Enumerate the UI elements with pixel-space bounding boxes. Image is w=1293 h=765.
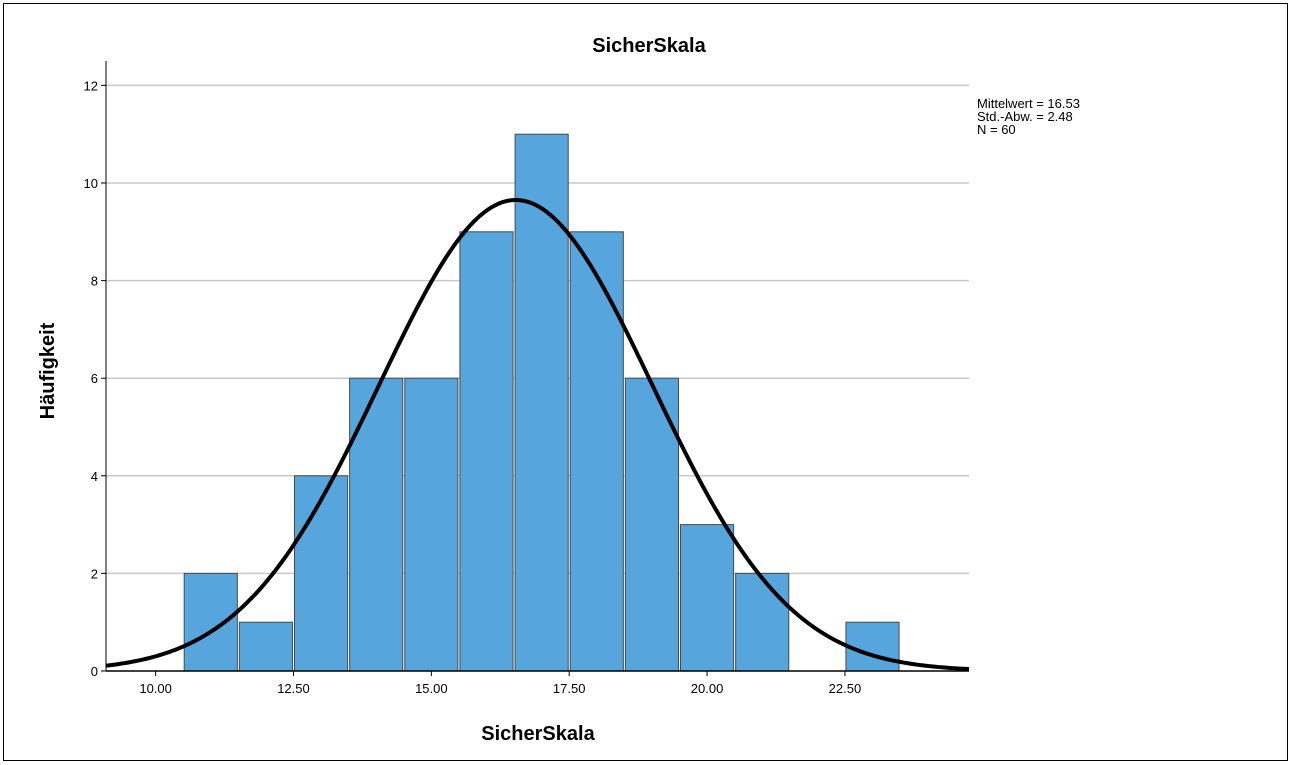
y-axis-title: Häufigkeit: [37, 322, 59, 419]
x-tick-label: 12.50: [277, 681, 310, 696]
y-tick-label: 8: [91, 274, 98, 289]
x-tick-label: 15.00: [415, 681, 448, 696]
y-tick-label: 4: [91, 469, 98, 484]
histogram-bar: [404, 377, 459, 672]
axes: [105, 61, 969, 672]
y-tick-label: 12: [84, 78, 98, 93]
y-tick-labels: 0 2 4 6 8 10 12: [84, 78, 106, 679]
histogram-bar: [293, 475, 349, 672]
histogram-bar: [735, 572, 790, 672]
histogram-bar: [679, 524, 735, 672]
x-tick-label: 17.50: [553, 681, 586, 696]
histogram-bar: [238, 621, 293, 672]
histogram-bar: [183, 572, 238, 672]
chart-title: SicherSkala: [592, 35, 706, 57]
normal-curve: [105, 198, 970, 672]
x-tick-label: 22.50: [829, 681, 862, 696]
histogram-bars: [183, 133, 900, 672]
histogram-bar: [845, 621, 900, 672]
stats-line: Std.-Abw. = 2.48: [977, 109, 1073, 124]
histogram-bar: [349, 377, 404, 672]
x-tick-labels: 10.00 12.50 15.00 17.50 20.00 22.50: [139, 671, 861, 696]
histogram-bar: [514, 133, 569, 672]
x-tick-label: 20.00: [691, 681, 724, 696]
y-tick-label: 0: [91, 664, 98, 679]
x-axis-title: SicherSkala: [481, 723, 595, 745]
histogram-chart: SicherSkala 0 2 4 6 8 10 12 10.00 12.50 15.00 17.…: [37, 35, 1080, 745]
histogram-bar: [569, 231, 624, 672]
y-tick-label: 6: [91, 371, 98, 386]
y-tick-label: 10: [84, 176, 98, 191]
stats-line: N = 60: [977, 122, 1016, 137]
x-tick-label: 10.00: [139, 681, 172, 696]
y-tick-label: 2: [91, 566, 98, 581]
stats-line: Mittelwert = 16.53: [977, 96, 1080, 111]
chart-frame: SicherSkala 0 2 4 6 8 10 12 10.00 12.50 15.00 17.…: [3, 3, 1288, 761]
histogram-bar: [459, 231, 514, 672]
